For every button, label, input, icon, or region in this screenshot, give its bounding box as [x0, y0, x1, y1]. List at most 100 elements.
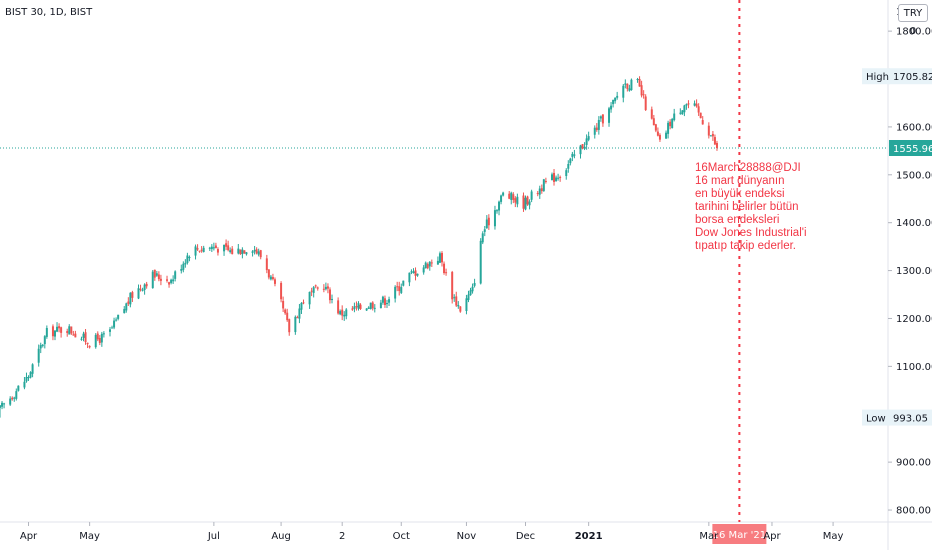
candle-body: [88, 345, 91, 348]
candle-body: [60, 327, 63, 333]
candle-body: [412, 271, 415, 274]
candle-body: [386, 303, 389, 305]
x-axis[interactable]: Apr May Jul Aug 2 Oct Nov Dec 2021 Mar Apr May: [20, 522, 844, 542]
candle-body: [141, 289, 144, 291]
candle-body: [567, 164, 570, 169]
candle-body: [571, 153, 574, 157]
candle-body: [681, 110, 684, 115]
candle-body: [229, 250, 232, 253]
candle-body: [438, 253, 441, 263]
candle-body: [536, 193, 539, 195]
x-tick-label: Mar: [699, 531, 719, 542]
candle-body: [485, 219, 488, 229]
candle-body: [707, 125, 710, 136]
x-tick-label: Aug: [271, 531, 291, 542]
x-tick-label: Oct: [393, 531, 410, 542]
candle-body: [644, 96, 647, 110]
candle-body: [111, 327, 114, 329]
annotation-line: tıpatıp takip ederler.: [695, 240, 797, 252]
candle-body: [699, 112, 702, 119]
candle-body: [471, 286, 474, 292]
candle-body: [255, 249, 258, 254]
candle-body: [170, 279, 173, 283]
y-axis[interactable]: 800.00900.001000.001100.001200.001300.00…: [862, 7, 932, 517]
candle-body: [102, 333, 105, 335]
candle-body: [328, 289, 331, 301]
candle-body: [241, 249, 244, 255]
annotation-line: borsa endeksleri: [695, 214, 780, 226]
candle-body: [159, 278, 162, 281]
x-tick-label: Apr: [763, 531, 781, 542]
candle-body: [428, 261, 431, 267]
candle-body: [502, 192, 505, 196]
candle-body: [467, 294, 470, 300]
currency-badge[interactable]: TRY 0: [898, 4, 928, 37]
x-tick-label: 2021: [575, 531, 603, 542]
candle-body: [316, 287, 319, 289]
candle-body: [300, 302, 303, 310]
candle-body: [286, 312, 289, 321]
symbol-title: BIST 30, 1D, BIST: [5, 7, 93, 18]
x-tick-label: May: [823, 531, 844, 542]
candle-body: [459, 306, 462, 312]
candle-body: [17, 385, 20, 391]
candle-body: [687, 103, 690, 105]
candle-body: [612, 99, 615, 105]
candle-body: [284, 309, 287, 314]
price-badge-value-bg: [889, 409, 932, 426]
annotation-line: tarihini belirler bütün: [695, 201, 799, 213]
candle-body: [74, 333, 77, 338]
candle-body: [524, 197, 527, 210]
price-badge-value-bg: [889, 139, 932, 156]
x-tick-label: Jul: [207, 531, 220, 542]
candle-body: [369, 302, 372, 310]
candle-body: [129, 292, 132, 305]
candle-body: [538, 188, 541, 195]
candle-body: [15, 391, 18, 399]
candle-body: [656, 131, 659, 136]
candle-body: [622, 85, 625, 98]
candle-body: [394, 286, 397, 299]
candle-body: [359, 304, 362, 309]
candle-body: [400, 287, 403, 293]
candle-body: [166, 279, 169, 281]
candle-body: [553, 172, 556, 182]
candle-body: [225, 243, 228, 247]
candle-body: [555, 177, 558, 182]
candle-body: [402, 280, 405, 286]
candle-body: [212, 247, 215, 249]
price-badge: High 1705.82: [862, 68, 932, 85]
candle-body: [436, 260, 439, 265]
candle-body: [351, 308, 354, 310]
candle-body: [581, 144, 584, 149]
annotation-line: 16March28888@DJI: [695, 162, 801, 174]
candle-body: [658, 134, 661, 140]
candle-body: [243, 250, 246, 254]
candle-body: [51, 326, 54, 337]
candle-body: [624, 83, 627, 85]
candle-body: [383, 298, 386, 306]
candle-body: [137, 288, 140, 299]
candle-body: [445, 272, 448, 274]
candle-body: [208, 247, 211, 249]
candle-body: [410, 271, 413, 273]
candle-body: [493, 210, 496, 227]
candle-body: [139, 288, 142, 290]
candle-body: [565, 170, 568, 177]
candle-body: [642, 94, 645, 96]
candle-body: [172, 279, 175, 282]
candle-body: [174, 271, 177, 279]
candle-body: [650, 109, 653, 119]
candle-body: [479, 240, 482, 284]
candle-body: [96, 333, 99, 340]
x-tick-label: 2: [339, 531, 345, 542]
candle-body: [245, 252, 248, 255]
candle-body: [239, 249, 242, 255]
candle-body: [483, 229, 486, 232]
y-tick-label: 1200.00: [896, 314, 932, 325]
candle-body: [408, 272, 411, 283]
candle-body: [667, 122, 670, 134]
